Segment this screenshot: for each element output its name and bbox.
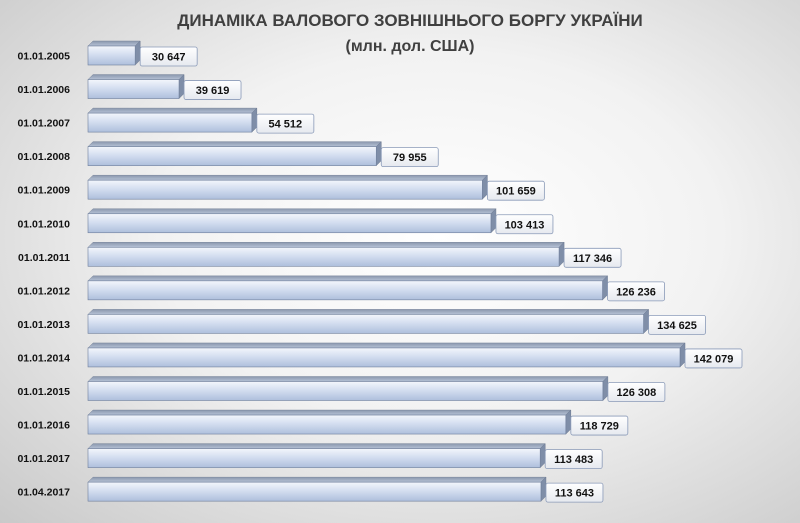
category-label: 01.01.2006 (17, 84, 70, 96)
data-label-box (183, 80, 242, 100)
data-label: 113 483 (554, 454, 593, 466)
category-label: 01.01.2005 (17, 51, 70, 63)
data-label-box (545, 482, 604, 503)
category-label: 01.01.2012 (17, 285, 70, 297)
data-label-box (380, 147, 439, 168)
bar (87, 40, 141, 66)
category-label: 01.01.2008 (17, 151, 70, 163)
bar (87, 409, 572, 435)
data-label-box (486, 180, 545, 201)
data-label: 101 659 (496, 186, 536, 198)
data-label-box (495, 214, 554, 235)
data-label-box (570, 415, 629, 436)
bar (87, 476, 547, 502)
data-label-box (607, 281, 665, 302)
data-label: 134 625 (657, 320, 697, 332)
category-label: 01.01.2013 (17, 319, 70, 331)
category-label: 01.01.2014 (17, 352, 70, 364)
bar (87, 275, 609, 301)
data-label: 54 512 (269, 119, 303, 131)
bar (87, 208, 497, 234)
bar (87, 241, 565, 267)
data-label-box (607, 382, 666, 402)
data-label: 39 619 (196, 85, 230, 97)
data-label: 30 647 (152, 52, 186, 64)
category-label: 01.01.2009 (17, 185, 70, 197)
bars-group: 01.01.2005 30 647 01.01.2006 39 619 01.01.20… (17, 40, 743, 503)
bar (87, 107, 258, 133)
data-label: 142 079 (694, 353, 734, 365)
data-label: 126 308 (617, 387, 657, 399)
bar (87, 73, 185, 100)
category-label: 01.01.2017 (17, 453, 70, 465)
bar (87, 442, 546, 469)
category-label: 01.01.2015 (17, 386, 70, 398)
category-label: 01.01.2010 (17, 218, 70, 230)
data-label-box (648, 314, 706, 335)
data-label-box (256, 113, 315, 134)
category-label: 01.01.2016 (17, 420, 70, 432)
data-label-box (684, 348, 743, 369)
bar (87, 308, 650, 335)
data-label: 113 643 (555, 488, 594, 500)
chart-title: ДИНАМІКА ВАЛОВОГО ЗОВНІШНЬОГО БОРГУ УКРА… (177, 11, 642, 30)
data-label-box (544, 449, 603, 470)
bar (87, 342, 686, 368)
data-label: 79 955 (393, 152, 427, 164)
data-label: 103 413 (505, 219, 545, 231)
category-label: 01.04.2017 (17, 487, 70, 499)
category-label: 01.01.2007 (17, 118, 70, 130)
data-label: 117 346 (573, 253, 612, 265)
category-label: 01.01.2011 (18, 252, 70, 264)
bar (87, 174, 488, 200)
bar (87, 141, 382, 167)
data-label-box (139, 46, 198, 67)
data-label: 118 729 (580, 421, 619, 433)
bar (87, 375, 609, 402)
data-label-box (563, 247, 622, 268)
data-label: 126 236 (616, 286, 656, 298)
chart-subtitle: (млн. дол. США) (346, 38, 475, 55)
